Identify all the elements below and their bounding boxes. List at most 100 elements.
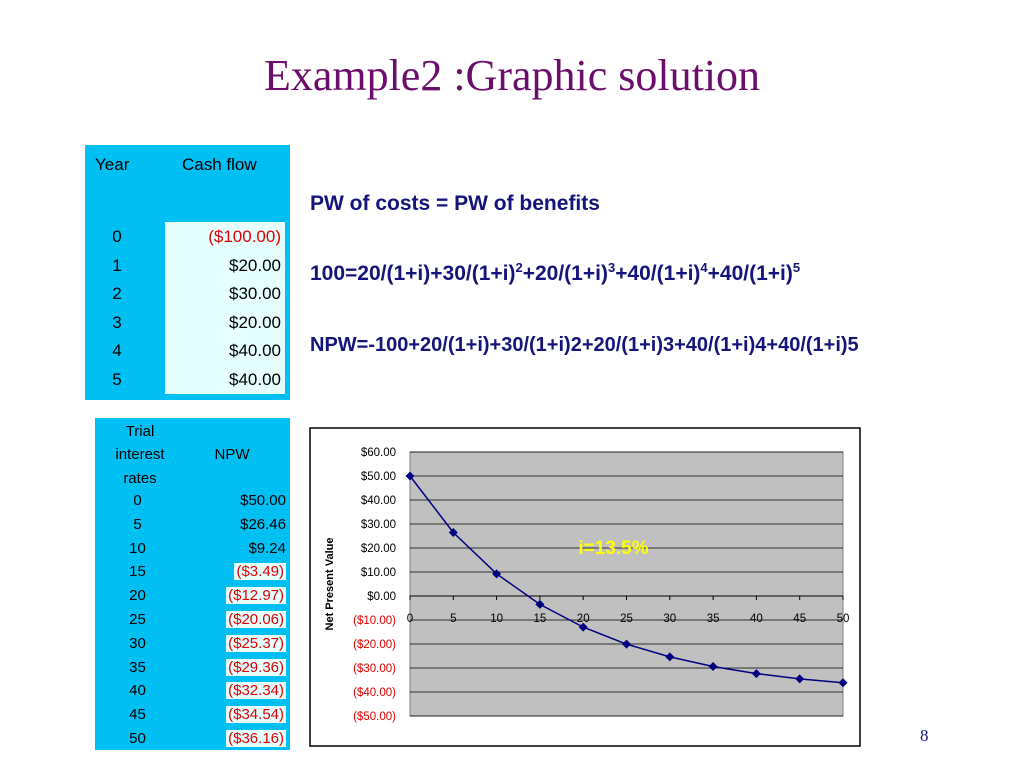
npw-value: ($36.16) (226, 730, 286, 747)
npw-equation: NPW=-100+20/(1+i)+30/(1+i)2+20/(1+i)3+40… (310, 334, 859, 356)
npw-value: ($34.54) (226, 706, 286, 724)
cashflow-values-area (165, 222, 285, 394)
cashflow-amount: $40.00 (229, 369, 281, 389)
x-tick-label: 25 (620, 613, 633, 625)
npw-value: ($32.34) (226, 682, 286, 700)
data-point (838, 678, 848, 688)
npw-row: 10 $9.24 (95, 538, 290, 562)
x-tick-label: 30 (663, 613, 676, 625)
cashflow-year: 3 (112, 312, 122, 332)
npw-rate: 50 (129, 730, 146, 747)
data-point (448, 527, 458, 537)
npw-value: $26.46 (240, 515, 286, 533)
x-tick-label: 20 (577, 613, 590, 625)
npw-row: 45 ($34.54) (95, 704, 290, 728)
x-tick-label: 0 (407, 613, 413, 625)
cashflow-year: 2 (112, 284, 122, 303)
pw-equation: PW of costs = PW of benefits (310, 192, 600, 215)
cashflow-row: 4 $40.00 (85, 338, 285, 367)
rate-header-2: interest (115, 446, 165, 463)
data-point (492, 569, 502, 579)
x-tick-label: 40 (750, 613, 763, 625)
cashflow-row: 5 $40.00 (85, 367, 285, 396)
npw-rate: 35 (129, 658, 146, 676)
y-tick-label: $0.00 (367, 591, 396, 603)
y-tick-label: $40.00 (361, 495, 396, 507)
cashflow-year: 4 (112, 341, 122, 360)
data-point (708, 661, 718, 671)
data-point (405, 471, 415, 481)
npw-rate: 40 (129, 682, 146, 700)
x-tick-label: 10 (490, 613, 503, 625)
cashflow-row: 0 ($100.00) (85, 224, 285, 253)
y-tick-label: ($50.00) (353, 711, 396, 723)
data-point (751, 669, 761, 679)
data-point (578, 622, 588, 632)
npw-row: 20 ($12.97) (95, 585, 290, 609)
cashflow-amount: $30.00 (229, 284, 281, 303)
npw-value: ($25.37) (226, 634, 286, 652)
npw-header: NPW (214, 446, 250, 463)
data-point (795, 674, 805, 684)
npw-rate: 20 (129, 587, 146, 605)
data-point (665, 652, 675, 662)
pw-expanded-equation: 100=20/(1+i)+30/(1+i)2+20/(1+i)3+40/(1+i… (310, 260, 801, 285)
x-tick-label: 15 (534, 613, 547, 625)
rate-header-1: Trial (125, 423, 155, 440)
npw-value: $9.24 (248, 539, 286, 557)
plot-area (409, 451, 844, 717)
npw-value: ($29.36) (226, 658, 286, 676)
y-tick-label: $50.00 (361, 471, 396, 483)
npw-value: ($12.97) (226, 587, 286, 605)
npw-row: 0 $50.00 (95, 490, 290, 514)
cashflow-year: 1 (112, 255, 122, 275)
y-tick-label: $30.00 (361, 519, 396, 531)
y-tick-label: $60.00 (361, 447, 396, 459)
npw-row: 5 $26.46 (95, 514, 290, 538)
npw-row: 25 ($20.06) (95, 609, 290, 633)
npw-row: 35 ($29.36) (95, 657, 290, 681)
year-header: Year (95, 155, 130, 174)
cashflow-amount: $20.00 (229, 255, 281, 275)
y-tick-label: ($40.00) (353, 687, 396, 699)
cashflow-header: Cash flow (182, 155, 257, 174)
cashflow-amount: $40.00 (229, 341, 281, 360)
y-tick-label: $20.00 (361, 543, 396, 555)
irr-annotation: i=13.5% (578, 538, 648, 559)
npw-rate: 30 (129, 634, 146, 652)
y-tick-label: $10.00 (361, 567, 396, 579)
npw-rate: 45 (129, 706, 146, 724)
rate-header-3: rates (123, 470, 157, 487)
x-tick-label: 35 (707, 613, 720, 625)
npw-rate: 10 (129, 539, 146, 557)
npw-value: ($3.49) (234, 563, 286, 581)
y-tick-label: ($10.00) (353, 615, 396, 627)
x-tick-label: 50 (837, 613, 850, 625)
y-tick-label: ($30.00) (353, 663, 396, 675)
data-point (535, 599, 545, 609)
cashflow-amount: $20.00 (229, 312, 281, 332)
y-axis-title: Net Present Value (324, 538, 336, 631)
cashflow-row: 1 $20.00 (85, 253, 285, 282)
npw-row: 30 ($25.37) (95, 633, 290, 657)
cashflow-amount: ($100.00) (208, 227, 281, 246)
data-point (622, 639, 631, 649)
slide-title: Example2 :Graphic solution (263, 51, 761, 100)
npw-value: ($20.06) (226, 611, 286, 628)
npw-rate: 25 (129, 611, 146, 628)
y-tick-label: ($20.00) (353, 639, 396, 651)
x-tick-label: 5 (450, 613, 456, 625)
cashflow-row: 2 $30.00 (85, 281, 285, 310)
cashflow-year: 0 (112, 227, 122, 246)
cashflow-row: 3 $20.00 (85, 310, 285, 339)
npw-row: 15 ($3.49) (95, 561, 290, 585)
x-tick-label: 45 (793, 613, 806, 625)
npw-row: 50 ($36.16) (95, 728, 290, 752)
npw-row: 40 ($32.34) (95, 680, 290, 704)
npw-chart: $60.00 $50.00 $40.00 $30.00 $20.00 $10.00 $0.0… (295, 418, 875, 750)
npw-rate: 5 (133, 515, 142, 533)
npw-value: $50.00 (240, 492, 286, 509)
cashflow-year: 5 (112, 369, 122, 389)
page-number: 8 (920, 726, 929, 745)
npw-rate: 0 (133, 492, 142, 509)
